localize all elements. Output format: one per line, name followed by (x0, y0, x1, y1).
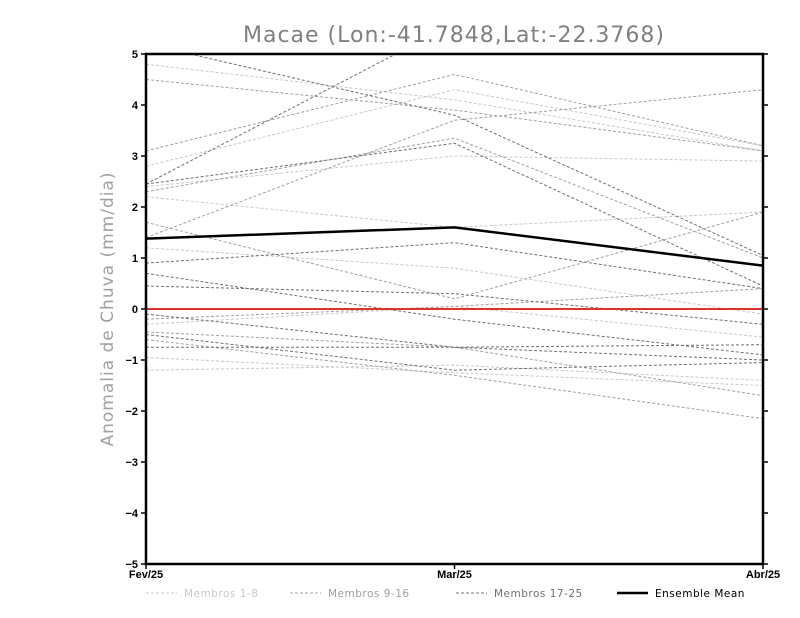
member-series-line-4 (146, 196, 763, 228)
y-tick-label: −1 (125, 355, 138, 367)
y-tick-label: 1 (132, 253, 138, 265)
member-series-line-20 (146, 242, 763, 290)
member-series-line-19 (146, 142, 763, 287)
member-series-line-12 (146, 211, 763, 300)
member-series-line-24 (146, 334, 763, 371)
member-series-line-21 (146, 272, 763, 356)
y-tick-label: −2 (125, 406, 138, 418)
y-tick-label: 2 (132, 202, 138, 214)
member-series-line-25 (146, 344, 763, 348)
member-series-line-16 (146, 288, 763, 320)
member-series-line-23 (146, 313, 763, 361)
member-series-line-10 (146, 73, 763, 152)
y-axis-label: Anomalia de Chuva (mm/dia) (98, 171, 118, 446)
member-series-line-1 (146, 63, 763, 152)
legend: Membros 1-8 Membros 9-16 Membros 17-25 Ense… (146, 588, 745, 600)
y-tick-label: 5 (132, 49, 138, 61)
member-series-line-22 (146, 285, 763, 325)
member-series-line-9 (146, 79, 763, 152)
y-tick-label: 4 (132, 100, 139, 112)
member-series-line-3 (146, 155, 763, 188)
member-series-line-8 (146, 305, 763, 338)
y-tick-label: 3 (132, 151, 138, 163)
y-tick-label: −3 (125, 457, 138, 469)
x-tick-label: Fev/25 (129, 569, 163, 581)
axes-layer: −5 −4 −3 −2 −1 0 1 2 3 4 5 Fev/25 Mar/25 Abr/25 (125, 49, 780, 581)
member-series-line-13 (146, 89, 763, 239)
member-series-line-7 (146, 356, 763, 386)
x-tick-label: Mar/25 (437, 569, 472, 581)
y-tick-label: −4 (125, 508, 138, 520)
ensemble-mean-line (146, 226, 763, 267)
chart-title: Macae (Lon:-41.7848,Lat:-22.3768) (243, 23, 665, 48)
member-series-line-15 (146, 339, 763, 420)
legend-label-4: Ensemble Mean (655, 588, 745, 600)
series-layer (146, 54, 763, 420)
member-series-line-6 (146, 364, 763, 381)
member-series-line-2 (146, 89, 763, 167)
member-series-line-14 (146, 331, 763, 397)
y-tick-label: 0 (132, 304, 138, 316)
member-series-line-17 (146, 54, 397, 185)
legend-label-2: Membros 9-16 (328, 588, 410, 600)
x-tick-label: Abr/25 (746, 569, 780, 581)
legend-label-1: Membros 1-8 (184, 588, 258, 600)
y-tick-label: −5 (125, 559, 138, 571)
member-series-line-18 (187, 54, 763, 256)
legend-label-3: Membros 17-25 (494, 588, 583, 600)
member-series-line-5 (146, 247, 763, 315)
